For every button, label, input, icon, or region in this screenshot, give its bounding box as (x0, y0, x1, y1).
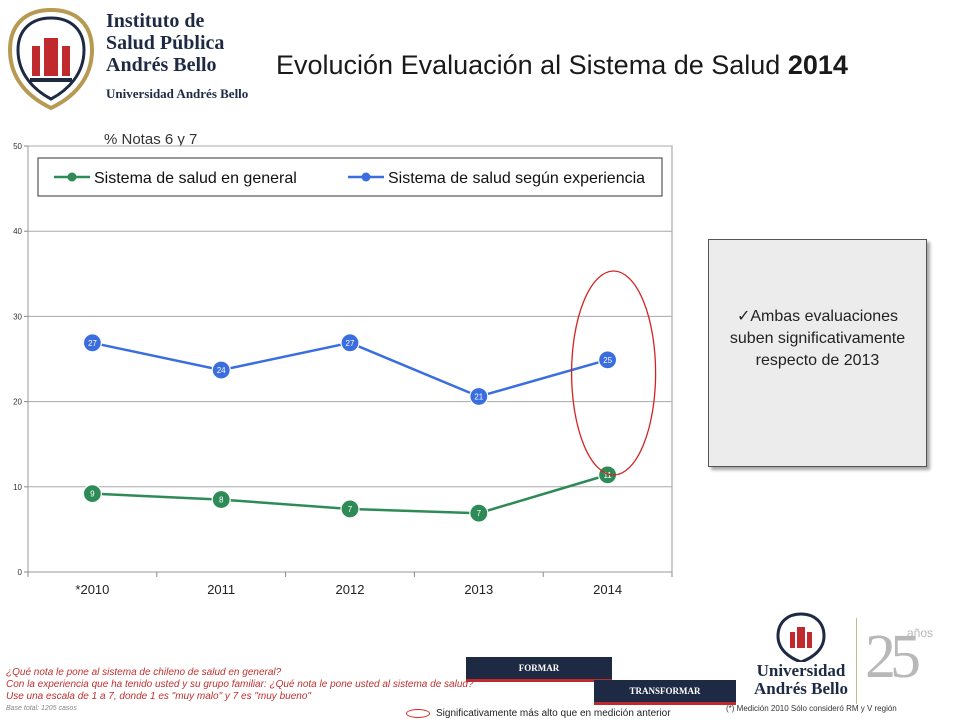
data-label: 25 (603, 356, 612, 365)
x-tick-label: 2014 (593, 582, 622, 597)
footnote: (*) Medición 2010 Sólo consideró RM y V … (726, 704, 897, 713)
y-tick-label: 30 (13, 312, 22, 321)
data-point (469, 386, 489, 407)
university-name: Universidad Andrés Bello (106, 86, 249, 101)
data-label: 24 (217, 366, 226, 375)
significance-oval (570, 270, 657, 476)
data-point (597, 350, 618, 370)
legend-marker (67, 172, 77, 182)
legend-marker (361, 172, 371, 182)
data-label: 21 (474, 392, 483, 401)
data-point (211, 489, 231, 510)
data-point (211, 360, 231, 380)
y-tick-label: 20 (13, 398, 22, 407)
base-count: Base total: 1205 casos (6, 705, 77, 712)
red-oval-icon (406, 708, 430, 718)
data-label: 7 (348, 505, 353, 514)
chart-note: % Notas 6 y 7 (104, 131, 198, 148)
y-tick-label: 0 (18, 568, 23, 577)
institute-logo: Instituto de Salud Pública Andrés Bello … (6, 7, 256, 111)
checkmark-icon: ✓ (736, 308, 751, 325)
x-tick-label: 2012 (336, 582, 365, 597)
legend-label: Sistema de salud según experiencia (388, 170, 645, 187)
data-label: 8 (219, 496, 224, 505)
data-label: 27 (88, 339, 97, 348)
legend-label: Sistema de salud en general (94, 170, 297, 187)
significance-legend: Significativamente más alto que en medic… (406, 708, 671, 719)
data-point (340, 333, 360, 353)
shield-emblem-icon (7, 7, 95, 111)
x-tick-label: 2013 (464, 582, 493, 597)
y-tick-label: 10 (13, 483, 22, 492)
page-title: Evolución Evaluación al Sistema de Salud… (276, 50, 848, 80)
line-chart: 0 10 20 30 40 50 *2010 2011 2012 2013 2014 9 8 7 7 11 27… (13, 142, 673, 597)
callout-text: ✓Ambas evaluaciones suben significativam… (729, 308, 906, 369)
data-point (82, 333, 103, 353)
callout-box: ✓Ambas evaluaciones suben significativam… (708, 239, 927, 467)
data-point (469, 503, 489, 523)
data-label: 9 (90, 490, 95, 499)
university-logo: Universidad Andrés Bello (752, 612, 850, 708)
shield-emblem-icon (776, 612, 826, 664)
banner-transformar: TRANSFORMAR (594, 680, 736, 702)
survey-questions: ¿Qué nota le pone al sistema de chileno … (6, 667, 606, 715)
data-label: 11 (603, 471, 612, 480)
banner-formar: FORMAR (466, 657, 612, 679)
banner-stripe (466, 679, 612, 682)
y-tick-label: 50 (13, 142, 22, 151)
x-tick-label: 2011 (207, 582, 235, 597)
banner-stripe (594, 702, 736, 705)
data-point (340, 499, 360, 519)
data-point (82, 484, 103, 504)
x-tick-label: *2010 (75, 582, 109, 597)
y-tick-label: 40 (13, 227, 22, 236)
data-label: 27 (346, 339, 355, 348)
institute-name: Instituto de Salud Pública Andrés Bello (106, 10, 225, 76)
data-label: 7 (477, 509, 482, 518)
anniversary-logo: 25 años (856, 618, 953, 704)
